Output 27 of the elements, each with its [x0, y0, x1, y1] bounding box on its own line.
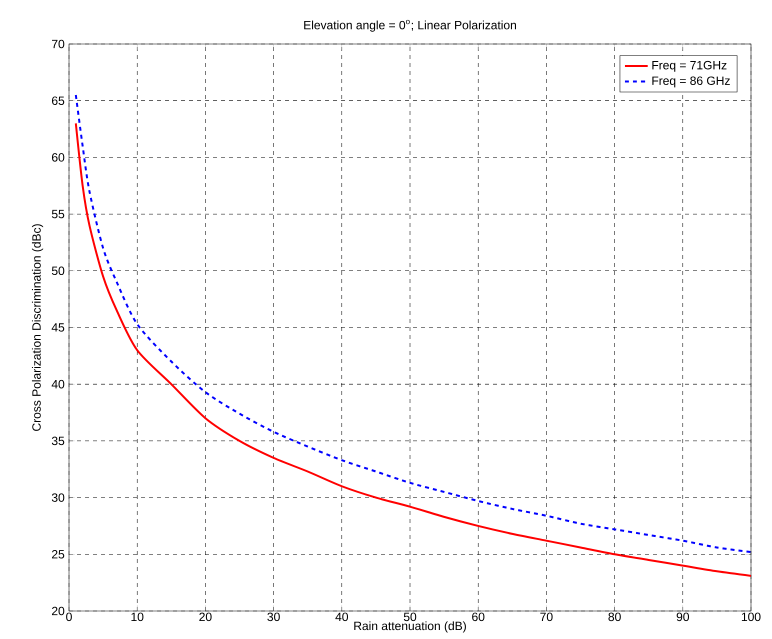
x-tick-label: 20 — [199, 612, 212, 622]
legend-label: Freq = 86 GHz — [652, 76, 730, 88]
x-tick-label: 40 — [335, 612, 348, 622]
x-tick-label: 0 — [66, 612, 72, 622]
y-tick-label: 45 — [52, 323, 64, 332]
chart-title: Elevation angle = 0$^{o}$; Linear Polarization — [304, 20, 516, 32]
y-tick-label: 60 — [52, 153, 64, 162]
y-tick-label: 35 — [52, 436, 64, 446]
y-tick-label: 55 — [52, 210, 64, 218]
y-tick-label: 50 — [52, 266, 64, 276]
y-tick-label: 70 — [52, 40, 64, 48]
x-tick-label: 30 — [267, 612, 280, 622]
y-axis-title: Cross Polarization Discrimination (dBc) — [32, 224, 44, 431]
x-tick-label: 10 — [131, 612, 144, 622]
x-tick-label: 70 — [540, 612, 553, 622]
y-tick-label: 25 — [52, 550, 64, 559]
x-tick-label: 90 — [676, 612, 690, 622]
legend-label: Freq = 71GHz — [652, 60, 726, 72]
y-tick-label: 40 — [52, 380, 64, 388]
x-axis-title: Rain attenuation (dB) — [354, 621, 466, 633]
y-tick-label: 30 — [52, 493, 64, 502]
x-tick-label: 100 — [742, 612, 761, 622]
x-tick-label: 80 — [608, 612, 621, 622]
x-tick-label: 60 — [472, 612, 484, 622]
x-tick-label: 50 — [404, 612, 416, 622]
y-tick-label: 20 — [52, 606, 64, 616]
y-tick-label: 65 — [52, 96, 64, 105]
